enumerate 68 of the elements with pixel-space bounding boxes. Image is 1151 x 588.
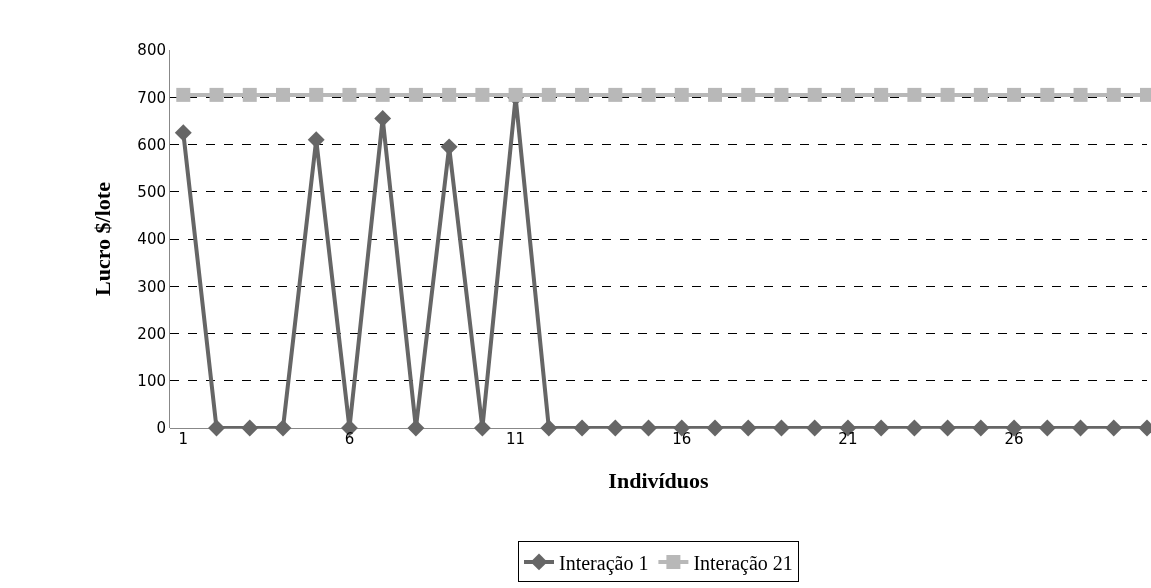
- point: [1105, 419, 1123, 437]
- point: [208, 419, 225, 437]
- point: [674, 87, 689, 102]
- point: [209, 87, 224, 102]
- point: [739, 419, 757, 437]
- point: [342, 87, 357, 102]
- point: [773, 419, 790, 437]
- x-tick-label: 26: [1004, 430, 1024, 448]
- point: [874, 87, 889, 102]
- point: [174, 124, 192, 142]
- y-tick-label: 100: [137, 372, 166, 390]
- y-tick-label: 500: [137, 183, 166, 201]
- point: [508, 87, 523, 102]
- y-axis-title: Lucro $/lote: [90, 181, 116, 296]
- point: [1073, 87, 1088, 102]
- y-tick-label: 0: [156, 419, 166, 438]
- y-tick-label: 300: [137, 277, 166, 296]
- point: [1040, 87, 1055, 102]
- point: [241, 419, 259, 437]
- x-tick-label: 21: [838, 430, 858, 448]
- point: [774, 87, 789, 102]
- y-tick-label: 700: [137, 88, 166, 107]
- x-tick-label: 6: [344, 430, 355, 448]
- y-tick-label: 200: [137, 324, 166, 343]
- x-tick-label: 1: [178, 430, 189, 448]
- point: [374, 110, 392, 127]
- point: [641, 87, 656, 102]
- point: [940, 87, 955, 102]
- y-tick-label: 600: [137, 135, 166, 154]
- point: [1007, 87, 1022, 102]
- point: [1072, 419, 1089, 437]
- point: [275, 87, 290, 102]
- point: [375, 87, 390, 102]
- point: [1106, 87, 1121, 102]
- point: [575, 87, 590, 102]
- point: [573, 419, 591, 437]
- point: [840, 87, 855, 102]
- point: [541, 87, 556, 102]
- x-axis-title: Indivíduos: [608, 467, 710, 493]
- point: [640, 419, 657, 437]
- point: [1038, 419, 1056, 437]
- point: [309, 87, 324, 102]
- legend-label: Interação 21: [693, 551, 793, 575]
- point: [408, 87, 423, 102]
- point: [905, 419, 923, 437]
- point: [807, 87, 822, 102]
- point: [907, 87, 922, 102]
- point: [806, 419, 824, 437]
- point: [274, 419, 292, 437]
- point: [972, 419, 990, 437]
- point: [939, 419, 957, 437]
- point: [707, 87, 722, 102]
- legend-label: Interação 1: [559, 551, 649, 575]
- point: [608, 87, 623, 102]
- point: [442, 87, 457, 102]
- point: [176, 87, 191, 102]
- point: [872, 419, 890, 437]
- point: [242, 87, 257, 102]
- point: [706, 419, 724, 437]
- point: [741, 87, 756, 102]
- x-tick-label: 11: [506, 430, 526, 448]
- y-tick-label: 400: [137, 230, 166, 249]
- y-tick-label: 800: [137, 41, 166, 60]
- point: [606, 419, 624, 437]
- point: [973, 87, 988, 102]
- x-tick-label: 16: [672, 430, 692, 448]
- point: [540, 419, 558, 437]
- point: [475, 87, 490, 102]
